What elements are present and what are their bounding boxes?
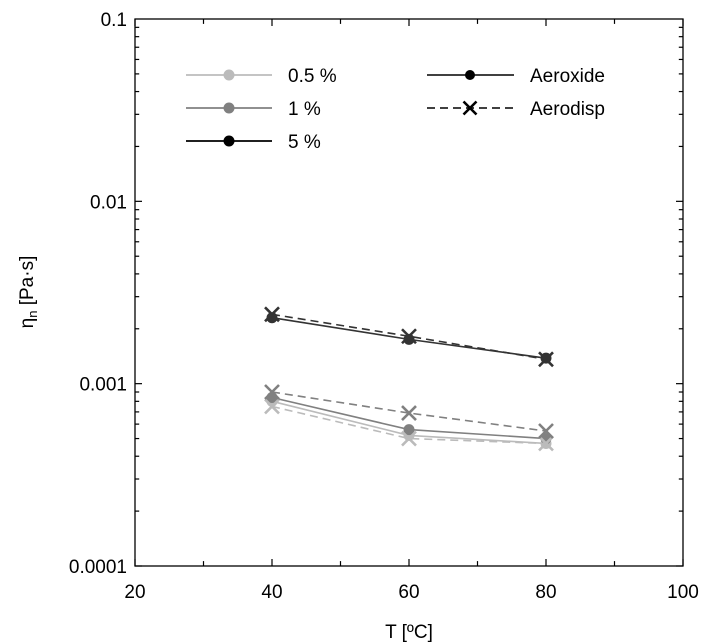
y-tick-label: 0.001 [79,375,127,396]
series-line [271,405,547,445]
y-axis-label: ηn [Pa·s] [17,256,40,329]
legend-entry-type: Aerodisp [427,99,605,120]
series-line [271,313,547,361]
legend-marker [223,69,235,81]
axis-ticks [134,19,684,567]
legend-label: 5 % [288,132,321,153]
data-point [538,423,554,439]
legend-entry-concentration: 5 % [186,132,321,153]
legend: 0.5 % 1 % 5 % Aeroxide Aerodisp [186,66,605,153]
x-tick-label: 60 [398,582,419,603]
y-axis-label-sub: n [25,311,40,318]
data-point [465,70,475,80]
data-point [264,384,280,400]
y-tick-label: 0.1 [101,10,127,31]
legend-marker [223,102,235,114]
data-point [538,351,554,368]
axis-tick-labels: 20 40 60 80 100 0.0001 0.001 0.01 0.1 [69,10,699,603]
y-axis-label-unit: [Pa·s] [17,256,38,311]
series-line [271,391,547,432]
x-tick-label: 80 [535,582,556,603]
data-point [403,424,415,436]
series-aeroxide-0.5 [266,395,552,449]
series-aerodisp-5 [264,306,554,368]
legend-label: 1 % [288,99,321,120]
legend-entry-concentration: 1 % [186,99,321,120]
data-point [264,398,280,415]
x-tick-label: 40 [261,582,282,603]
legend-label: Aeroxide [530,66,605,87]
series-aerodisp-0.5 [264,398,554,452]
x-tick-label: 100 [667,582,699,603]
legend-label: Aerodisp [530,99,605,120]
legend-marker [223,135,235,147]
data-series [264,306,554,452]
legend-label: 0.5 % [288,66,337,87]
data-point [401,430,417,447]
data-point [538,435,554,452]
y-tick-label: 0.0001 [69,557,127,578]
data-point [264,306,280,323]
y-tick-label: 0.01 [90,192,127,213]
data-point [462,100,478,116]
x-axis-label: T [ºC] [385,622,433,643]
legend-entry-concentration: 0.5 % [186,66,337,87]
data-point [401,328,417,345]
series-aerodisp-1 [264,384,554,439]
x-tick-label: 20 [124,582,145,603]
legend-entry-type: Aeroxide [427,66,605,87]
data-point [401,405,417,421]
y-axis-label-main: η [17,318,38,329]
